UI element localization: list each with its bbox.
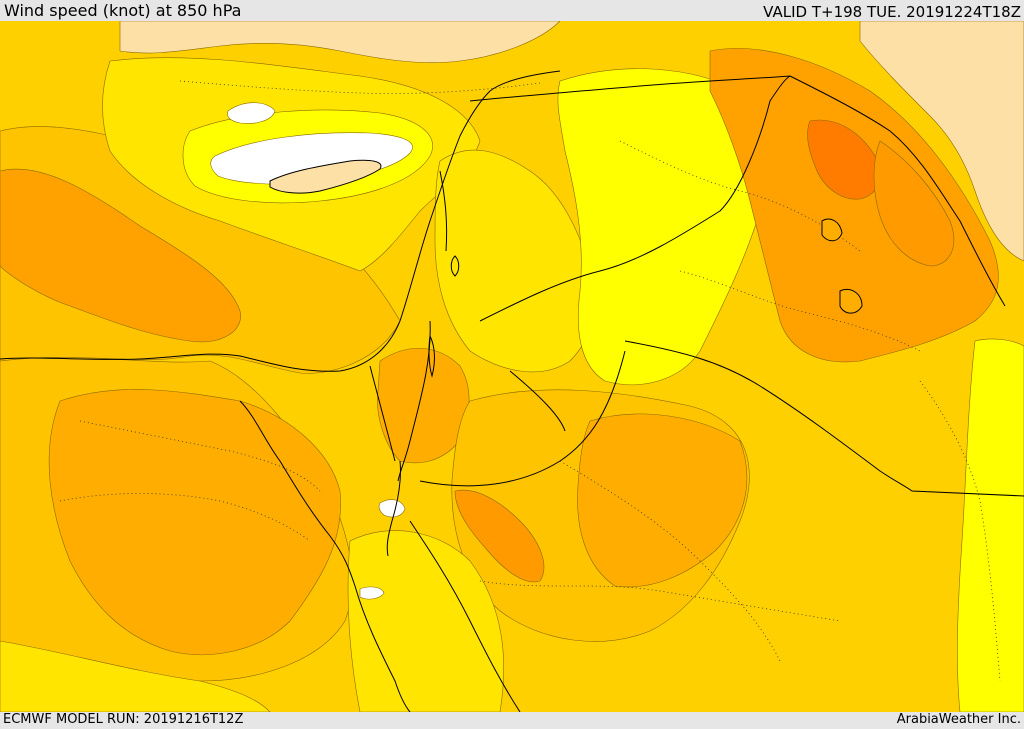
field-yellow-red-sea-south — [347, 530, 505, 712]
gulf-of-suez — [239, 400, 356, 587]
footer-bar: ECMWF MODEL RUN: 20191216T12Z ArabiaWeat… — [0, 712, 1024, 729]
field-calm-north — [227, 102, 276, 124]
red-sea-coast-west — [354, 585, 411, 712]
jordan-iraq-border — [509, 370, 566, 432]
admin-line-turkey — [179, 80, 541, 94]
field-yellow-pale-gulf — [957, 338, 1024, 712]
field-yellow-sw — [0, 640, 271, 712]
admin-line-east — [919, 380, 1001, 682]
field-orange-med — [0, 168, 241, 343]
boundaries-group — [0, 70, 1024, 712]
field-orange-dark-iraq — [807, 119, 880, 200]
admin-lines-group — [59, 80, 1001, 682]
admin-line-saudi-1 — [559, 460, 781, 662]
jordan-saudi-border — [419, 350, 626, 487]
iraq-saudi-border — [624, 340, 1024, 497]
field-orange-iraq — [709, 48, 999, 363]
field-orange-sinai — [48, 389, 341, 656]
map-title: Wind speed (knot) at 850 hPa — [4, 1, 242, 20]
field-yellow-levant — [434, 149, 595, 373]
mediterranean-coast — [0, 70, 561, 372]
header-bar: Wind speed (knot) at 850 hPa VALID T+198… — [0, 0, 1024, 21]
admin-line-saudi-2 — [479, 580, 841, 622]
land-beige-east — [859, 21, 1024, 262]
field-orange-iran — [873, 140, 955, 267]
wind-speed-map[interactable] — [0, 21, 1024, 712]
field-orange-levant — [377, 348, 470, 464]
field-orange-redsea — [454, 489, 545, 583]
admin-line-iraq-1 — [619, 140, 861, 252]
field-orange-saudi — [577, 413, 748, 588]
field-calm-sinai — [378, 499, 406, 518]
credit-label: ArabiaWeather Inc. — [896, 712, 1021, 727]
lake-2 — [839, 288, 863, 314]
model-run-label: ECMWF MODEL RUN: 20191216T12Z — [3, 712, 244, 727]
turkey-syria-border — [469, 75, 791, 102]
red-sea-coast-east — [409, 520, 521, 712]
iraq-iran-border — [789, 75, 1006, 307]
israel-jordan-border — [397, 320, 431, 482]
valid-time-label: VALID T+198 TUE. 20191224T18Z — [763, 3, 1021, 21]
admin-line-egypt-1 — [79, 420, 321, 492]
lake-1 — [821, 218, 843, 242]
field-calm-redsea — [359, 586, 385, 600]
gulf-of-aqaba — [386, 460, 401, 557]
sea-of-galilee — [450, 255, 460, 277]
lakes-group — [821, 218, 863, 314]
land-turkey — [119, 21, 561, 63]
syria-iraq-border — [479, 75, 791, 322]
cyprus-island — [269, 159, 382, 194]
lebanon-coast — [439, 170, 448, 252]
egypt-israel-border — [369, 365, 396, 462]
